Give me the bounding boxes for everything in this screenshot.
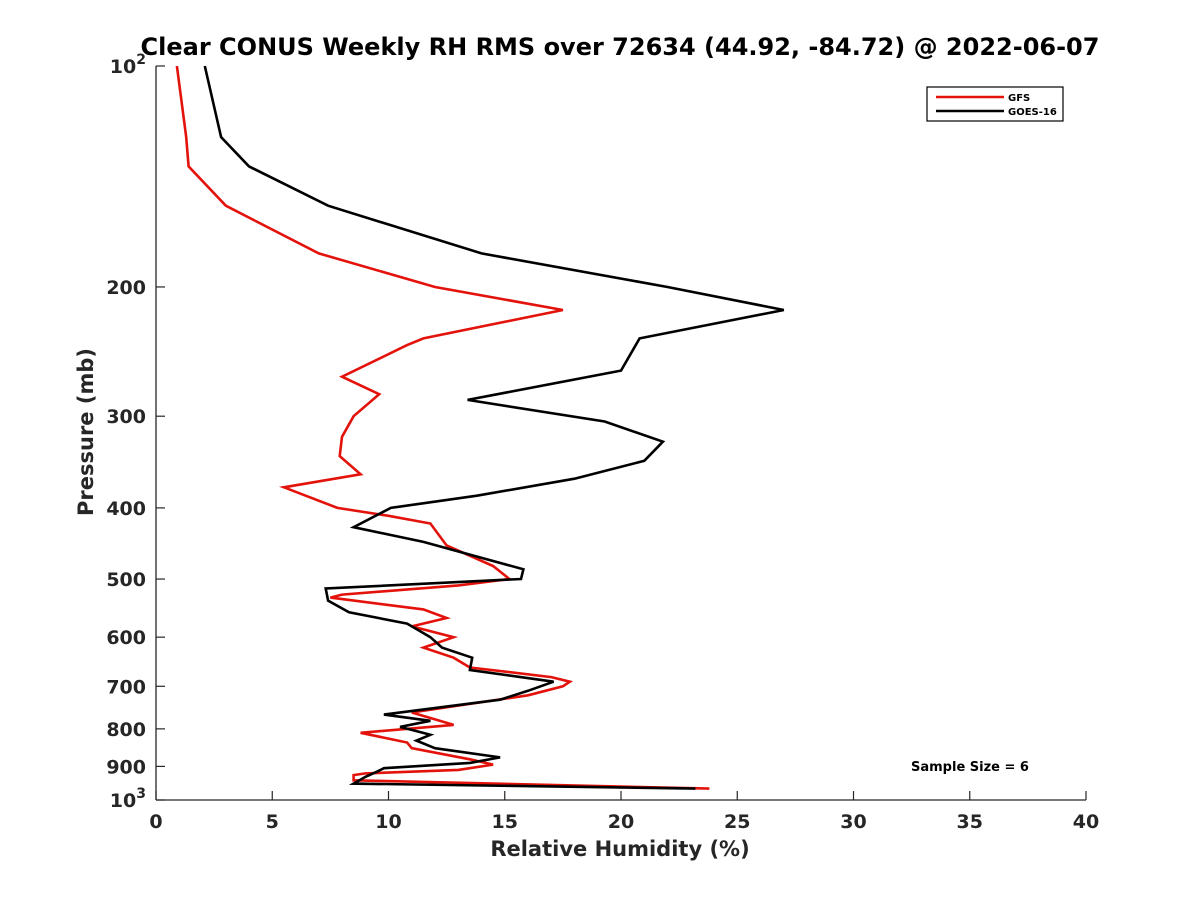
x-tick-label: 40 [1073, 811, 1099, 833]
y-tick-label: 102 [110, 52, 146, 78]
x-tick-label: 5 [266, 811, 279, 833]
x-tick-label: 20 [608, 811, 634, 833]
y-tick-label: 800 [106, 719, 146, 741]
x-tick-label: 35 [957, 811, 983, 833]
legend: GFS GOES-16 [926, 86, 1064, 122]
y-tick-label: 900 [106, 756, 146, 778]
x-axis-ticks: 0 5 10 15 20 25 30 35 40 [149, 791, 1099, 833]
legend-label-goes-16: GOES-16 [1008, 107, 1057, 118]
y-tick-label: 200 [106, 277, 146, 299]
chart-title: Clear CONUS Weekly RH RMS over 72634 (44… [141, 33, 1100, 61]
y-tick-label: 103 [110, 786, 146, 812]
x-tick-label: 25 [724, 811, 750, 833]
y-tick-label: 600 [106, 627, 146, 649]
y-tick-label: 400 [106, 498, 146, 520]
plot-lines [175, 65, 785, 790]
legend-box [926, 86, 1064, 122]
series-line-goes-16 [203, 65, 785, 790]
sample-size-annotation: Sample Size = 6 [911, 760, 1029, 775]
series-line-gfs [175, 65, 710, 790]
y-axis-label: Pressure (mb) [74, 348, 98, 516]
y-tick-label: 700 [106, 676, 146, 698]
x-tick-label: 0 [149, 811, 162, 833]
x-tick-label: 15 [492, 811, 518, 833]
y-tick-label: 300 [106, 406, 146, 428]
y-tick-label: 500 [106, 569, 146, 591]
x-tick-label: 30 [840, 811, 866, 833]
x-axis-label: Relative Humidity (%) [490, 837, 749, 861]
legend-label-gfs: GFS [1008, 93, 1030, 104]
y-axis-ticks: 102 200 300 400 500 600 700 800 900 103 [106, 52, 165, 812]
x-tick-label: 10 [375, 811, 401, 833]
